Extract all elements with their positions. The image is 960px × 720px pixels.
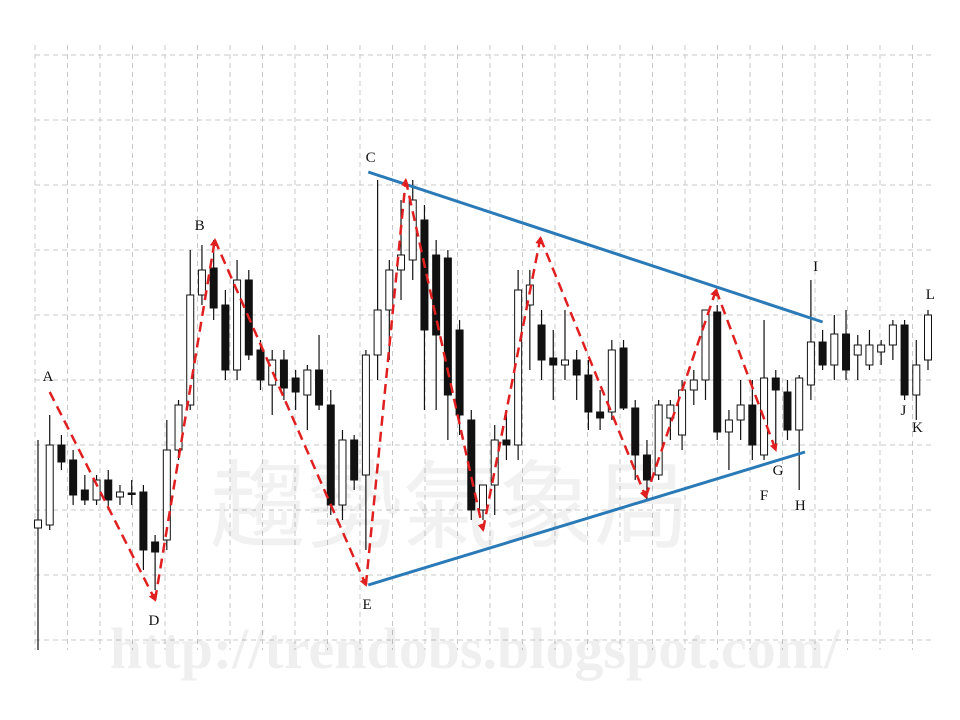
candle-body [408, 199, 417, 261]
watermark-cn: 趨勢氣象局 [210, 454, 690, 561]
candle-body [572, 359, 581, 376]
candle-body [34, 519, 42, 529]
candle-body [607, 349, 616, 413]
candle-body [139, 491, 148, 551]
candle-body [279, 359, 288, 389]
candle-body [432, 254, 441, 336]
point-label: L [926, 287, 935, 303]
candle-body [888, 324, 897, 346]
candle-body [549, 357, 558, 366]
candle-body [326, 404, 335, 506]
point-label: I [813, 259, 818, 275]
candle-body [701, 309, 710, 381]
candle-body [900, 324, 909, 396]
candle-body [174, 404, 183, 451]
candle-body [373, 309, 382, 356]
candle-body [233, 279, 242, 371]
candle-body [713, 311, 722, 433]
candle-body [350, 439, 359, 481]
candle-body [385, 269, 394, 311]
candle-body [315, 369, 324, 406]
zigzag-segment [213, 239, 368, 587]
point-label: D [149, 613, 160, 629]
candle-body [80, 489, 89, 501]
candle-body [748, 404, 757, 446]
candle-body [303, 369, 312, 396]
candle-body [525, 284, 534, 306]
candle-body [45, 444, 54, 526]
candle-body [209, 267, 218, 309]
candle-body [361, 354, 370, 476]
candle-body [197, 269, 206, 296]
zigzag-segment [153, 238, 218, 601]
point-label: F [760, 488, 768, 504]
candle-body [537, 324, 546, 361]
point-label: C [366, 150, 376, 166]
candle-body [783, 391, 792, 431]
candle-body [642, 454, 651, 481]
candle-body [596, 411, 605, 419]
candle-body [502, 439, 511, 446]
point-label: J [900, 403, 906, 419]
zigzag-segment [539, 237, 648, 499]
point-label: B [195, 218, 205, 234]
candle-body [631, 407, 640, 456]
candle-body [584, 374, 593, 413]
zigzag-segment [404, 179, 486, 532]
candle-body [151, 541, 160, 553]
candle-body [57, 444, 66, 463]
candle-body [736, 404, 745, 421]
trendline [367, 170, 824, 324]
candle-body [115, 491, 124, 498]
candle-body [256, 349, 265, 381]
candle-body [830, 333, 839, 366]
grid [34, 45, 935, 650]
point-label: H [795, 498, 806, 514]
candle-body [865, 344, 874, 366]
candle-body [818, 341, 827, 366]
candle-body [443, 257, 452, 396]
candle-body [490, 439, 499, 486]
trendline [367, 450, 806, 587]
candle-body [186, 294, 195, 406]
candle-body [853, 344, 862, 356]
candle-body [69, 459, 78, 496]
watermark: http://trendobs.blogspot.com/ [110, 616, 841, 681]
point-label: K [912, 420, 923, 436]
candle-body [912, 364, 921, 396]
zigzag-segment [481, 236, 544, 531]
candle-body [291, 377, 300, 393]
candle-body [560, 359, 569, 366]
candle-body [806, 341, 815, 386]
candle-body [92, 479, 101, 501]
zigzag-segment [48, 391, 157, 602]
candle-body [338, 439, 347, 506]
point-label: A [43, 369, 54, 385]
candle-body [479, 484, 487, 511]
candle-body [104, 479, 113, 501]
candle-body [455, 329, 464, 416]
candle-body [724, 419, 733, 433]
point-label: G [773, 463, 784, 479]
zigzag-segment [364, 178, 410, 586]
candle-body [127, 492, 136, 495]
candle-body [689, 379, 698, 391]
candle-body [771, 377, 780, 391]
candle-body [924, 314, 932, 361]
candle-body [842, 333, 851, 371]
candle-body [619, 347, 628, 409]
candle-body [221, 304, 230, 371]
zigzag-segment [714, 289, 778, 452]
candle-body [162, 449, 171, 541]
candle-body [877, 344, 886, 353]
point-label: E [362, 597, 371, 613]
candle-body [795, 377, 804, 431]
candle-body [654, 404, 663, 476]
zigzag-segment [644, 288, 718, 498]
